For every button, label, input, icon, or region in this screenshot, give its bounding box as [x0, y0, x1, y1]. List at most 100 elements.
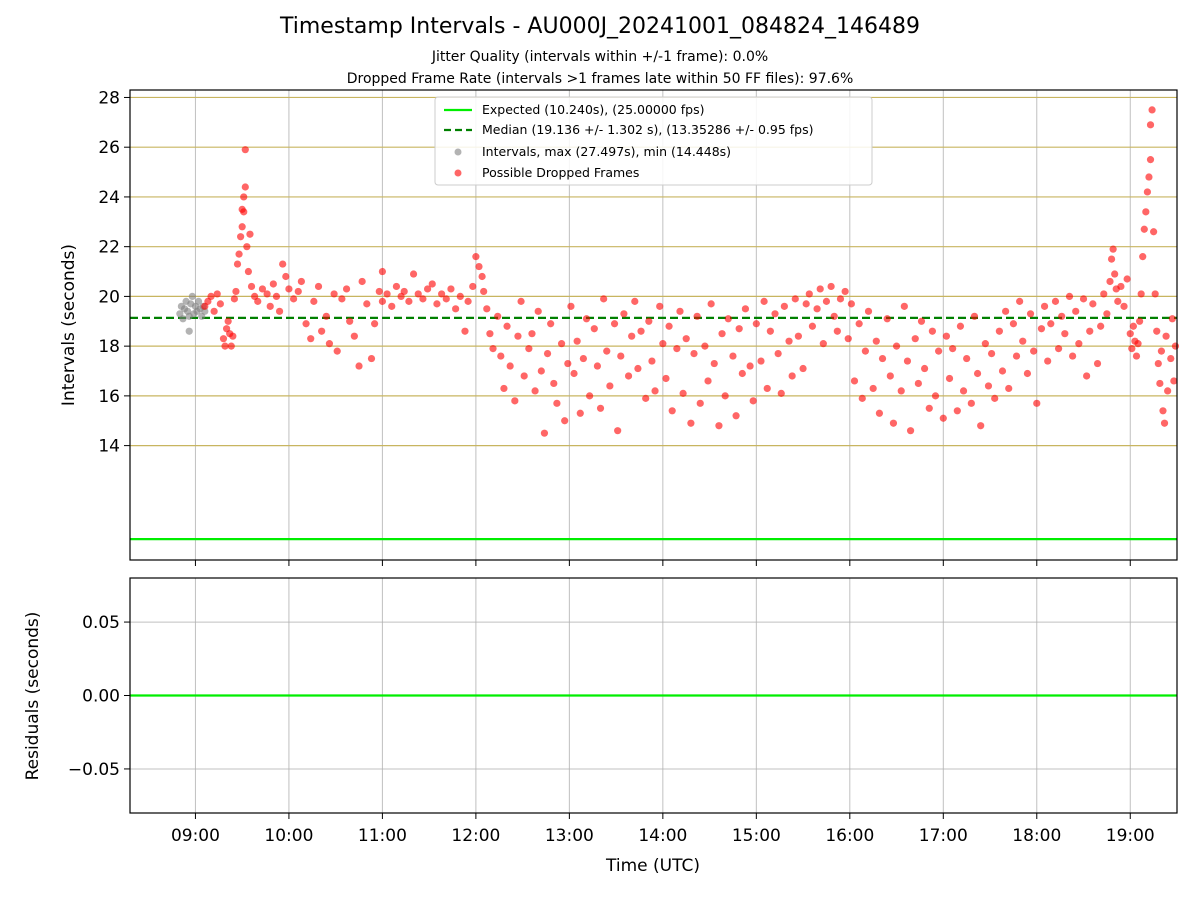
dropped-frame-point-69	[409, 270, 418, 278]
dropped-frame-point-44	[310, 297, 318, 305]
dropped-frame-point-179	[799, 364, 807, 373]
dropped-frame-point-209	[903, 357, 912, 365]
dropped-frame-point-210	[906, 427, 915, 435]
dropped-frame-point-86	[480, 287, 488, 296]
dropped-frame-point-138	[656, 302, 664, 310]
dropped-frame-point-151	[701, 342, 709, 350]
x-tick-label-11-00: 11:00	[358, 826, 407, 846]
dropped-frame-point-149	[693, 312, 701, 320]
x-tick-label-17-00: 17:00	[919, 826, 968, 846]
dropped-frame-point-227	[967, 399, 975, 407]
dropped-frame-point-165	[749, 397, 757, 405]
dropped-frame-point-296	[1156, 379, 1164, 388]
legend-dropped-marker	[454, 169, 462, 177]
dropped-frame-point-49	[330, 290, 338, 298]
dropped-frame-point-90	[494, 312, 502, 320]
dropped-frame-point-163	[741, 305, 750, 313]
dropped-frame-point-236	[998, 367, 1007, 375]
dropped-frame-point-136	[648, 357, 656, 365]
intervals-y-tick-label-18: 18	[98, 337, 120, 357]
dropped-frame-point-91	[497, 352, 505, 360]
dropped-frame-point-100	[528, 330, 536, 338]
dropped-frame-point-27	[247, 282, 256, 291]
dropped-frame-point-219	[939, 414, 947, 422]
dropped-frame-point-106	[547, 320, 555, 328]
dropped-frame-point-60	[375, 287, 383, 296]
dropped-frame-point-237	[1002, 307, 1010, 315]
dropped-frame-point-63	[383, 290, 391, 298]
dropped-frame-point-129	[624, 372, 633, 380]
dropped-frame-point-132	[634, 364, 642, 373]
dropped-frame-point-157	[721, 392, 729, 400]
x-tick-label-19-00: 19:00	[1106, 826, 1155, 846]
dropped-frame-point-277	[1128, 345, 1136, 353]
dropped-frame-point-257	[1072, 307, 1080, 315]
intervals-y-tick-label-24: 24	[98, 188, 120, 208]
legend-box	[434, 96, 873, 186]
dropped-frame-point-223	[953, 407, 961, 415]
dropped-frame-point-293	[1151, 290, 1159, 298]
dropped-frame-point-78	[452, 305, 460, 313]
dropped-frame-point-194	[850, 377, 859, 385]
residuals-y-tick-label-2: −0.05	[68, 760, 120, 780]
dropped-frame-point-137	[651, 387, 659, 395]
intervals-y-tick-label-28: 28	[98, 88, 120, 108]
dropped-frame-point-109	[557, 340, 566, 348]
dropped-frame-point-20	[240, 193, 248, 201]
dropped-frame-point-211	[911, 335, 919, 343]
dropped-frame-point-35	[275, 307, 284, 315]
dropped-frame-point-134	[642, 394, 650, 402]
dropped-frame-point-62	[378, 267, 387, 276]
dropped-frame-point-23	[241, 146, 249, 154]
dropped-frame-point-4	[213, 290, 221, 298]
dropped-frame-point-272	[1114, 297, 1122, 305]
dropped-frame-point-40	[294, 287, 302, 296]
dropped-frame-point-142	[668, 407, 676, 415]
dropped-frame-point-187	[827, 282, 835, 291]
residuals-axes: 0.05 0.00 −0.05 09:00 10:00 11:00 12:00 13:00 1…	[23, 577, 1178, 876]
intervals-y-tick-label-22: 22	[98, 238, 120, 258]
dropped-frame-point-213	[917, 317, 926, 325]
dropped-frame-point-83	[472, 253, 480, 261]
dropped-frame-point-92	[500, 384, 508, 393]
dropped-frame-point-7	[221, 342, 229, 350]
dropped-frame-point-94	[506, 362, 514, 370]
dropped-frame-point-54	[350, 332, 358, 340]
dropped-frame-point-98	[520, 372, 528, 380]
intervals-axes-frame	[129, 89, 1178, 561]
dropped-frame-point-305	[1171, 342, 1180, 350]
dropped-frame-point-299	[1160, 419, 1169, 427]
dropped-frame-point-150	[696, 399, 704, 407]
dropped-frame-point-173	[777, 389, 785, 397]
dropped-frame-point-202	[878, 354, 887, 363]
dropped-frame-point-53	[346, 317, 354, 325]
x-tick-label-13-00: 13:00	[545, 826, 594, 846]
dropped-frame-point-65	[392, 282, 401, 291]
dropped-frame-point-297	[1157, 347, 1166, 355]
dropped-frame-point-153	[707, 300, 715, 308]
dropped-frame-point-145	[679, 389, 687, 397]
dropped-frame-point-250	[1047, 320, 1055, 328]
dropped-frame-point-108	[553, 399, 561, 407]
dropped-frame-point-197	[861, 347, 869, 355]
dropped-frame-point-278	[1129, 322, 1137, 330]
dropped-frame-point-162	[738, 369, 746, 378]
dropped-frame-point-126	[614, 427, 622, 435]
intervals-y-tick-label-16: 16	[98, 387, 120, 407]
dropped-frame-point-22	[240, 208, 248, 216]
x-tick-label-10-00: 10:00	[264, 826, 313, 846]
dropped-frame-point-25	[244, 267, 253, 276]
dropped-frame-point-188	[830, 312, 838, 320]
dropped-frame-point-21	[241, 183, 249, 191]
x-tick-label-15-00: 15:00	[732, 826, 781, 846]
dropped-frame-point-42	[302, 320, 310, 328]
dropped-frame-point-80	[461, 327, 469, 335]
dropped-frame-point-79	[456, 292, 464, 301]
dropped-frame-point-269	[1109, 245, 1117, 253]
dropped-frame-point-37	[282, 272, 290, 281]
dropped-frame-point-249	[1044, 357, 1052, 365]
dropped-frame-point-141	[665, 322, 673, 330]
dropped-frame-point-71	[419, 295, 427, 303]
dropped-frame-point-51	[338, 295, 346, 303]
